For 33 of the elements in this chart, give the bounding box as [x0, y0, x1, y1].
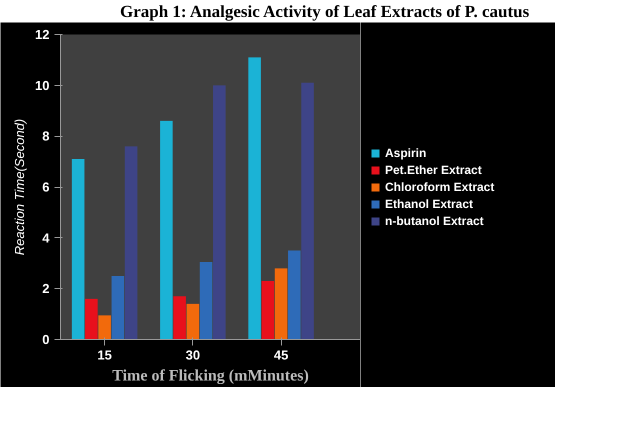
- bar: [124, 146, 138, 340]
- x-axis-title: Time of Flicking (mMinutes): [112, 368, 309, 384]
- bar: [85, 298, 98, 340]
- legend-label: Aspirin: [385, 146, 426, 160]
- bar: [112, 276, 124, 340]
- y-tick-label: 4: [42, 230, 50, 246]
- y-tick-label: 2: [42, 281, 50, 296]
- chart-title: Graph 1: Analgesic Activity of Leaf Extracts of P. cautus: [120, 1, 530, 23]
- bar: [186, 304, 200, 340]
- legend-label: Ethanol Extract: [385, 196, 474, 210]
- x-tick-label: 45: [274, 348, 288, 362]
- bar: [213, 85, 226, 340]
- y-axis-title: Reaction Time(Second): [12, 118, 28, 256]
- legend-label: Pet.Ether Extract: [385, 162, 482, 176]
- bar: [262, 281, 274, 340]
- y-tick-label: 8: [42, 128, 50, 144]
- bar: [274, 268, 288, 340]
- legend-label: Chloroform Extract: [385, 180, 494, 194]
- bar: [248, 57, 261, 340]
- y-tick-label: 6: [42, 180, 50, 194]
- bar: [173, 296, 186, 340]
- y-tick-label: 12: [35, 27, 50, 42]
- bar: [98, 315, 111, 340]
- y-tick-label: 0: [42, 332, 50, 347]
- bar: [200, 262, 212, 340]
- bar: [301, 82, 314, 340]
- legend-label: n-butanol Extract: [385, 214, 484, 228]
- x-tick-label: 15: [97, 348, 112, 362]
- bar: [160, 120, 173, 340]
- x-tick-label: 30: [186, 348, 200, 362]
- bar: [72, 159, 84, 340]
- bar: [288, 250, 301, 340]
- y-tick-label: 10: [35, 78, 50, 93]
